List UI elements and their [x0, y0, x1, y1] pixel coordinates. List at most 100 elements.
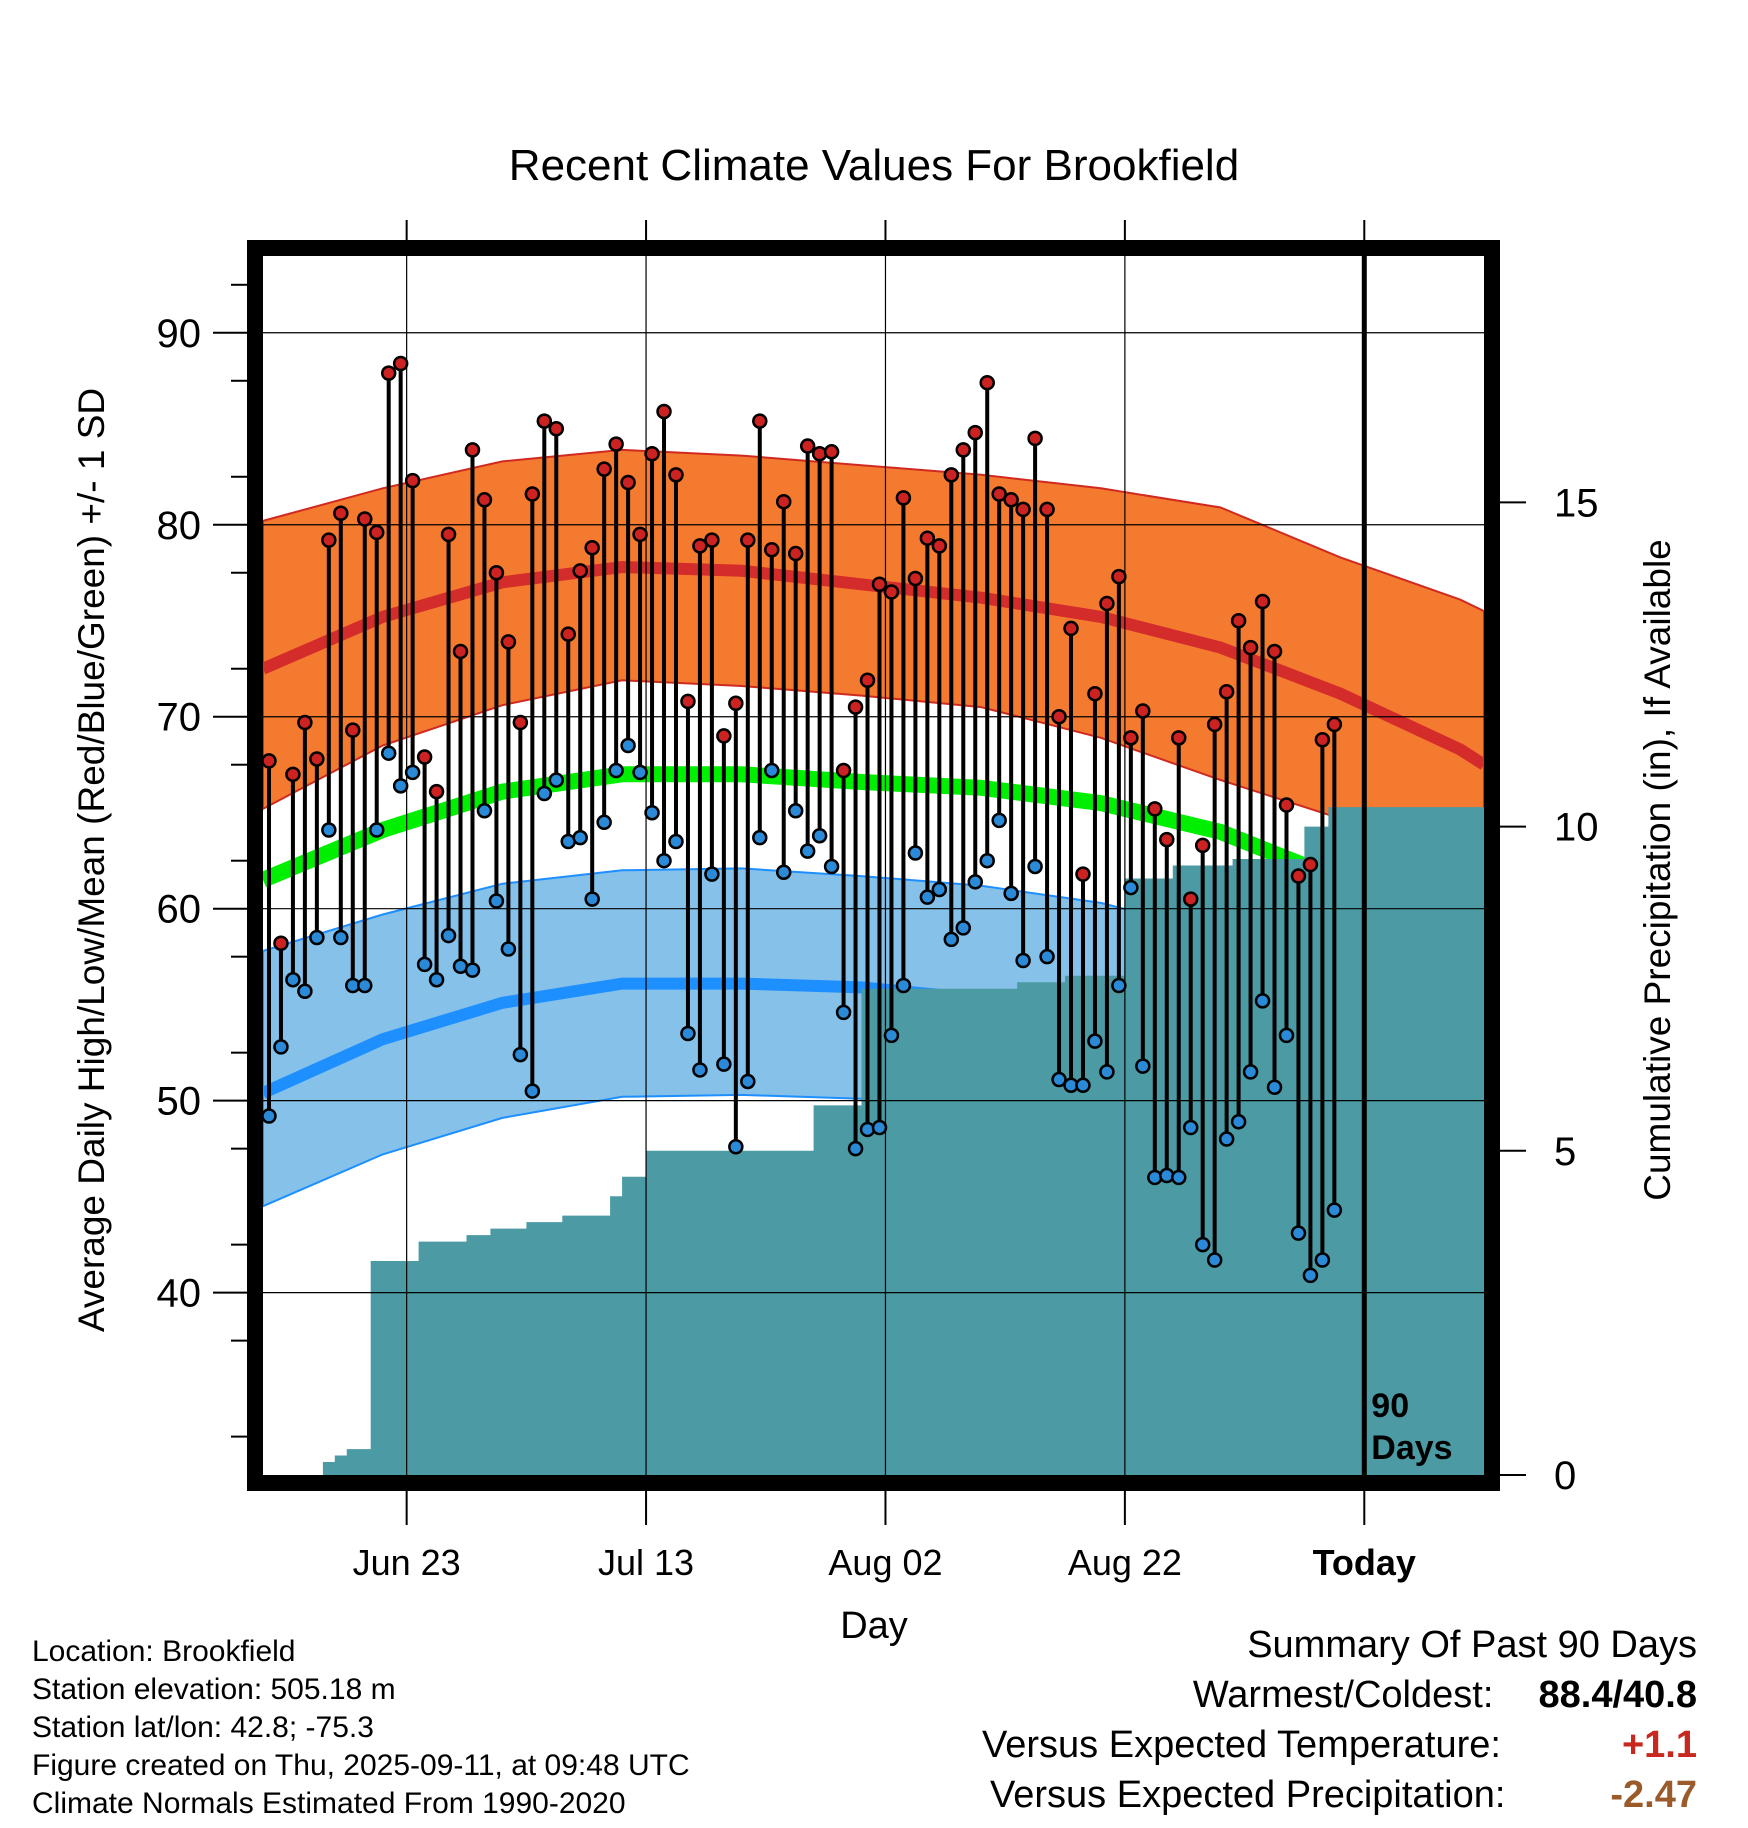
high-point — [1278, 797, 1295, 813]
high-point — [955, 442, 972, 458]
low-point — [740, 1073, 756, 1090]
high-point — [775, 493, 792, 510]
high-point — [680, 693, 696, 710]
low-point — [764, 762, 780, 779]
high-point — [847, 699, 864, 715]
high-point — [500, 634, 517, 650]
high-point — [967, 424, 983, 441]
low-point — [261, 1108, 277, 1124]
high-point — [321, 532, 337, 548]
high-point — [1206, 716, 1223, 733]
high-point — [560, 626, 576, 642]
low-point — [1051, 1071, 1067, 1088]
high-point — [871, 576, 888, 593]
high-point — [440, 526, 457, 543]
high-point — [1063, 620, 1079, 637]
low-point — [1087, 1033, 1103, 1049]
high-point — [620, 474, 636, 491]
high-point — [1171, 730, 1187, 746]
low-point — [1003, 885, 1019, 902]
summary-heading: Summary Of Past 90 Days — [1247, 1624, 1697, 1666]
y2-tick-label: 15 — [1554, 481, 1599, 525]
low-point — [752, 829, 768, 846]
high-point — [357, 511, 373, 527]
low-point — [1099, 1064, 1115, 1080]
high-point — [883, 584, 900, 600]
high-point — [799, 438, 816, 454]
high-point — [907, 570, 924, 587]
high-point — [1003, 492, 1019, 508]
plot-frame — [247, 240, 1500, 1491]
low-point — [1242, 1064, 1259, 1080]
high-point — [1326, 716, 1343, 733]
high-point — [979, 374, 995, 391]
high-point — [1039, 501, 1055, 518]
high-point — [285, 766, 301, 783]
low-point — [919, 889, 936, 905]
low-point — [775, 864, 792, 880]
normals-note-text: Climate Normals Estimated From 1990-2020 — [32, 1787, 626, 1820]
high-point — [1230, 612, 1247, 629]
low-point — [548, 772, 565, 788]
high-point — [656, 403, 672, 420]
low-point — [1326, 1202, 1343, 1218]
temp-versus-label: Versus Expected Temperature: — [982, 1724, 1501, 1766]
high-point — [476, 492, 493, 508]
low-point — [668, 833, 684, 850]
high-point — [452, 643, 469, 660]
high-point — [548, 421, 565, 437]
y-tick-label: 70 — [157, 696, 202, 740]
high-point — [392, 355, 409, 372]
low-point — [943, 931, 960, 948]
low-point — [416, 956, 433, 973]
high-point — [991, 486, 1007, 502]
high-point — [787, 545, 804, 562]
low-point — [895, 977, 912, 994]
low-point — [1135, 1058, 1151, 1074]
high-point — [764, 541, 780, 558]
low-point — [656, 852, 672, 869]
y-tick-label: 80 — [157, 504, 202, 548]
high-point — [572, 563, 588, 579]
created-text: Figure created on Thu, 2025-09-11, at 09… — [32, 1749, 690, 1782]
low-point — [333, 929, 349, 946]
low-point — [680, 1025, 696, 1042]
low-point — [392, 778, 409, 794]
high-point — [297, 714, 313, 731]
low-point — [1230, 1114, 1247, 1130]
high-point — [1135, 703, 1151, 719]
today-marker: 90 Days — [1361, 256, 1453, 1475]
y-axis-label: Average Daily High/Low/Mean (Red/Blue/Gr… — [71, 388, 112, 1332]
low-point — [488, 893, 505, 909]
warmest-coldest-value: 88.4/40.8 — [1538, 1674, 1697, 1716]
high-point — [1266, 643, 1283, 660]
high-point — [1182, 891, 1199, 907]
high-point — [1087, 685, 1103, 702]
low-point — [1302, 1267, 1319, 1284]
precip-versus-label: Versus Expected Precipitation: — [990, 1774, 1506, 1816]
low-point — [1290, 1225, 1307, 1241]
warmest-coldest-label: Warmest/Coldest: — [1192, 1674, 1494, 1716]
low-point — [1171, 1169, 1187, 1186]
low-point — [692, 1062, 708, 1078]
low-point — [512, 1046, 529, 1063]
low-point — [1194, 1236, 1211, 1253]
high-point — [536, 413, 553, 429]
low-point — [728, 1138, 744, 1155]
low-point — [1314, 1252, 1331, 1268]
y-tick-label: 50 — [157, 1080, 202, 1124]
high-point — [1123, 730, 1139, 746]
high-point — [261, 753, 277, 769]
low-point — [1123, 879, 1139, 896]
high-point — [608, 436, 624, 452]
low-point — [620, 737, 636, 754]
low-point — [955, 920, 972, 936]
low-point — [1075, 1077, 1091, 1094]
high-point — [1099, 595, 1115, 612]
low-point — [524, 1083, 541, 1099]
high-point — [512, 714, 529, 731]
high-point — [1314, 732, 1331, 748]
x-tick-label: Today — [1313, 1542, 1416, 1583]
low-point — [979, 852, 995, 869]
low-point — [357, 977, 373, 994]
